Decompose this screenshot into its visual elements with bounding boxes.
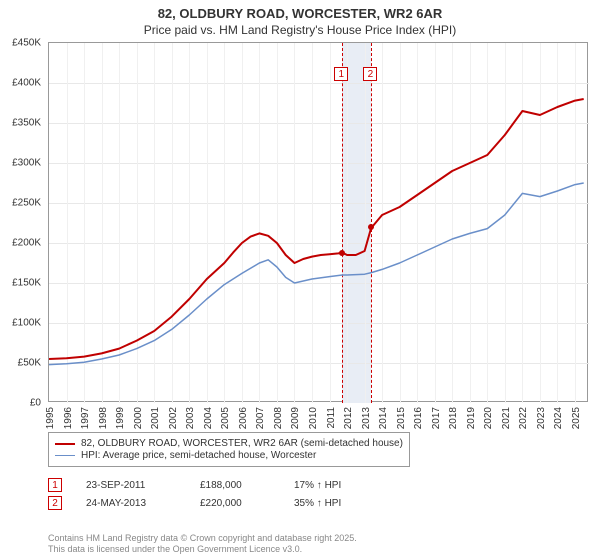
x-tick-label: 1996 [63, 407, 74, 429]
legend-label: HPI: Average price, semi-detached house,… [81, 450, 316, 461]
legend-swatch [55, 455, 75, 456]
x-tick-label: 2025 [571, 407, 582, 429]
x-tick-label: 2002 [168, 407, 179, 429]
sales-row-date: 23-SEP-2011 [86, 480, 176, 491]
y-tick-label: £0 [0, 398, 41, 409]
x-tick-label: 2001 [150, 407, 161, 429]
sales-row-number: 2 [48, 496, 62, 510]
sales-row-price: £220,000 [200, 498, 270, 509]
x-tick-label: 2022 [518, 407, 529, 429]
chart-container: 82, OLDBURY ROAD, WORCESTER, WR2 6AR Pri… [0, 0, 600, 560]
legend-item: HPI: Average price, semi-detached house,… [55, 450, 403, 461]
sales-row: 2 24-MAY-2013 £220,000 35% ↑ HPI [48, 496, 374, 510]
legend-item: 82, OLDBURY ROAD, WORCESTER, WR2 6AR (se… [55, 438, 403, 449]
x-tick-label: 2004 [203, 407, 214, 429]
legend: 82, OLDBURY ROAD, WORCESTER, WR2 6AR (se… [48, 432, 410, 467]
chart-area: £0£50K£100K£150K£200K£250K£300K£350K£400… [48, 42, 588, 402]
plot-region: £0£50K£100K£150K£200K£250K£300K£350K£400… [48, 42, 588, 402]
x-tick-label: 2010 [308, 407, 319, 429]
sales-row: 1 23-SEP-2011 £188,000 17% ↑ HPI [48, 478, 374, 492]
sales-row-number: 1 [48, 478, 62, 492]
legend-label: 82, OLDBURY ROAD, WORCESTER, WR2 6AR (se… [81, 438, 403, 449]
x-tick-label: 2005 [220, 407, 231, 429]
x-tick-label: 1997 [80, 407, 91, 429]
x-tick-label: 2015 [396, 407, 407, 429]
y-tick-label: £400K [0, 78, 41, 89]
x-tick-label: 2008 [273, 407, 284, 429]
x-tick-label: 2009 [290, 407, 301, 429]
x-tick-label: 2023 [536, 407, 547, 429]
series-svg [49, 43, 589, 403]
y-tick-label: £100K [0, 318, 41, 329]
footer-line2: This data is licensed under the Open Gov… [48, 544, 357, 556]
x-tick-label: 1998 [98, 407, 109, 429]
x-tick-label: 2012 [343, 407, 354, 429]
x-tick-label: 1999 [115, 407, 126, 429]
x-tick-label: 2016 [413, 407, 424, 429]
sales-row-diff: 35% ↑ HPI [294, 498, 374, 509]
title-main: 82, OLDBURY ROAD, WORCESTER, WR2 6AR [0, 6, 600, 21]
footer: Contains HM Land Registry data © Crown c… [48, 533, 357, 556]
sales-row-diff: 17% ↑ HPI [294, 480, 374, 491]
x-tick-label: 2020 [483, 407, 494, 429]
x-tick-label: 2011 [326, 407, 337, 429]
series-line-hpi [49, 183, 584, 365]
y-tick-label: £250K [0, 198, 41, 209]
sales-table: 1 23-SEP-2011 £188,000 17% ↑ HPI 2 24-MAY-201… [48, 478, 374, 514]
y-tick-label: £350K [0, 118, 41, 129]
x-tick-label: 2000 [133, 407, 144, 429]
y-tick-label: £50K [0, 358, 41, 369]
sales-row-price: £188,000 [200, 480, 270, 491]
sales-row-date: 24-MAY-2013 [86, 498, 176, 509]
y-tick-label: £450K [0, 38, 41, 49]
y-tick-label: £300K [0, 158, 41, 169]
title-sub: Price paid vs. HM Land Registry's House … [0, 23, 600, 37]
x-tick-label: 2019 [466, 407, 477, 429]
x-tick-label: 2013 [361, 407, 372, 429]
x-tick-label: 2003 [185, 407, 196, 429]
y-tick-label: £200K [0, 238, 41, 249]
x-tick-label: 2024 [553, 407, 564, 429]
footer-line1: Contains HM Land Registry data © Crown c… [48, 533, 357, 545]
x-tick-label: 2017 [431, 407, 442, 429]
x-tick-label: 1995 [45, 407, 56, 429]
x-tick-label: 2018 [448, 407, 459, 429]
y-tick-label: £150K [0, 278, 41, 289]
x-tick-label: 2014 [378, 407, 389, 429]
legend-swatch [55, 443, 75, 445]
x-tick-label: 2006 [238, 407, 249, 429]
x-tick-label: 2021 [501, 407, 512, 429]
series-line-property [49, 99, 584, 359]
x-tick-label: 2007 [255, 407, 266, 429]
title-block: 82, OLDBURY ROAD, WORCESTER, WR2 6AR Pri… [0, 0, 600, 37]
